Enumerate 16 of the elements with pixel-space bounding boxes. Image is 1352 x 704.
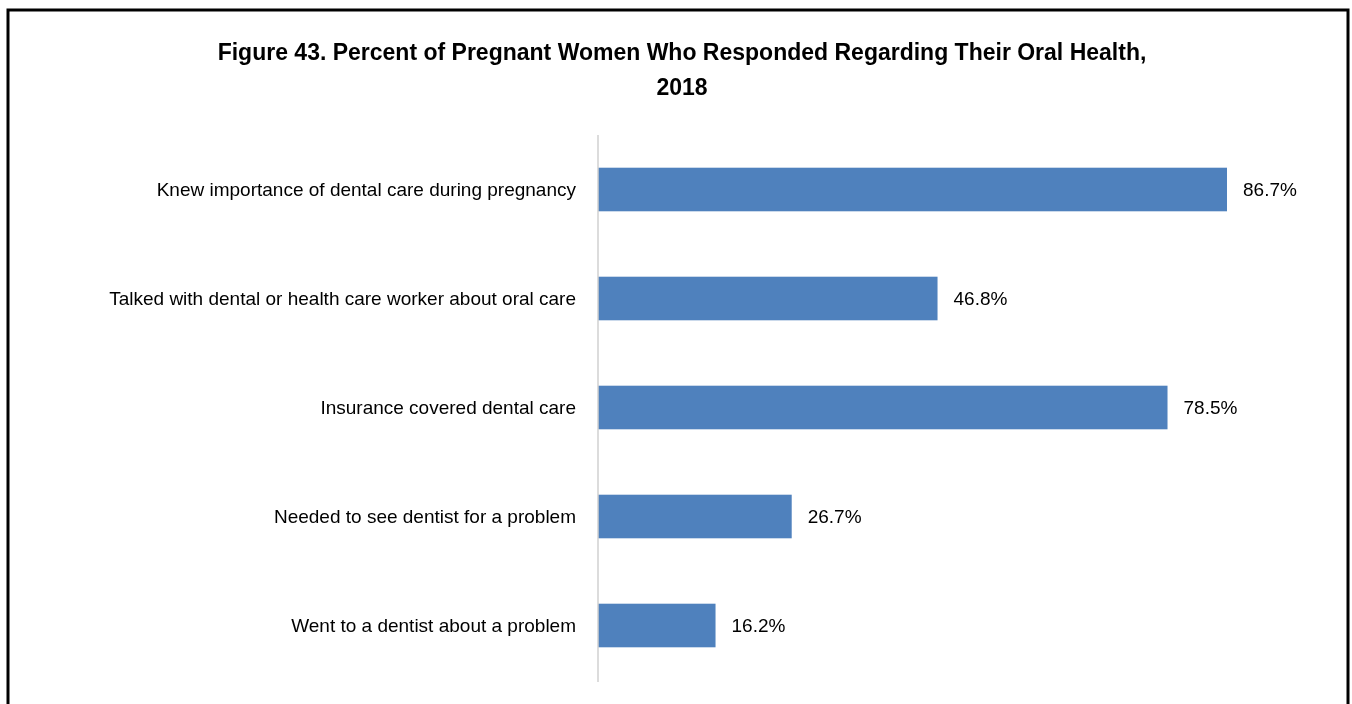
- y-tick-label: Knew importance of dental care during pregnancy: [156, 179, 577, 200]
- data-label: 46.8%: [953, 288, 1008, 309]
- bar: [598, 276, 938, 321]
- y-tick-label: Insurance covered dental care: [320, 397, 576, 418]
- data-label: 26.7%: [807, 506, 862, 527]
- y-tick-label: Needed to see dentist for a problem: [273, 506, 576, 527]
- data-label: 78.5%: [1183, 397, 1238, 418]
- bar: [598, 603, 716, 648]
- bar: [598, 167, 1227, 212]
- data-label: 86.7%: [1243, 179, 1297, 200]
- y-tick-label: Went to a dentist about a problem: [291, 615, 576, 636]
- y-tick-label: Talked with dental or health care worker about oral care: [109, 288, 576, 309]
- data-label: 16.2%: [731, 615, 786, 636]
- chart-title: Figure 43. Percent of Pregnant Women Who Responded Regarding Their Oral Health, 2018: [217, 39, 1147, 100]
- bar: [598, 385, 1168, 430]
- bar: [598, 494, 792, 539]
